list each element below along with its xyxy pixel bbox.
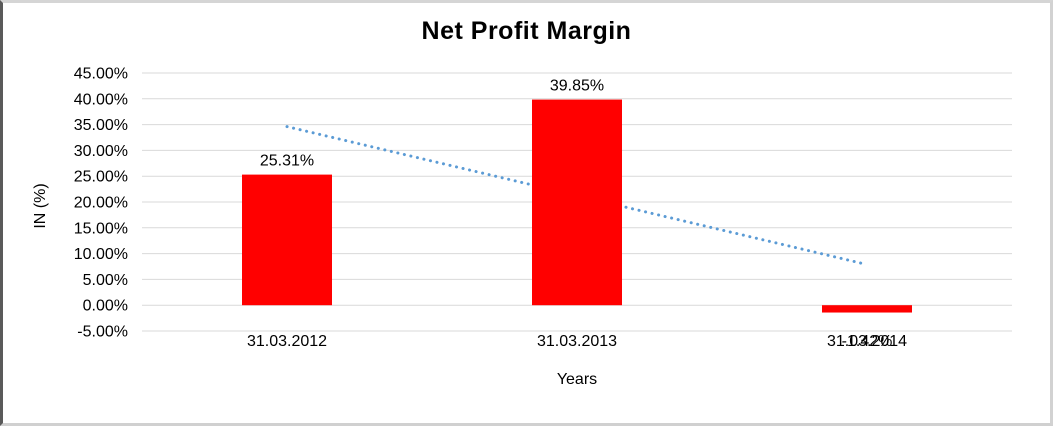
y-tick-label: 40.00% xyxy=(74,91,128,108)
y-tick-label: 5.00% xyxy=(83,272,128,289)
plot-area: 45.00% 40.00% 35.00% 30.00% 25.00% 20.00% 15.0… xyxy=(74,66,1012,350)
bar xyxy=(532,99,622,306)
y-tick-label: 20.00% xyxy=(74,195,128,212)
y-tick-label: -5.00% xyxy=(77,324,128,341)
y-tick-label: 0.00% xyxy=(83,298,128,315)
y-tick-label: 25.00% xyxy=(74,169,128,186)
y-tick-label: 45.00% xyxy=(74,66,128,83)
bar xyxy=(822,305,912,313)
x-category-label: 31.03.2012 xyxy=(247,333,327,350)
y-tick-label: 30.00% xyxy=(74,143,128,160)
data-label: 39.85% xyxy=(550,78,604,95)
x-category-label: 31.03.2014 xyxy=(827,333,907,350)
data-label: 25.31% xyxy=(260,153,314,170)
y-tick-label: 15.00% xyxy=(74,220,128,237)
chart-title: Net Profit Margin xyxy=(421,17,632,45)
bar xyxy=(242,174,332,306)
y-tick-label: 10.00% xyxy=(74,246,128,263)
trendline-dotted xyxy=(285,125,869,267)
x-category-label: 31.03.2013 xyxy=(537,333,617,350)
x-axis-title: Years xyxy=(556,371,598,388)
y-tick-label: 35.00% xyxy=(74,117,128,134)
data-label: -1.42% xyxy=(842,333,893,350)
